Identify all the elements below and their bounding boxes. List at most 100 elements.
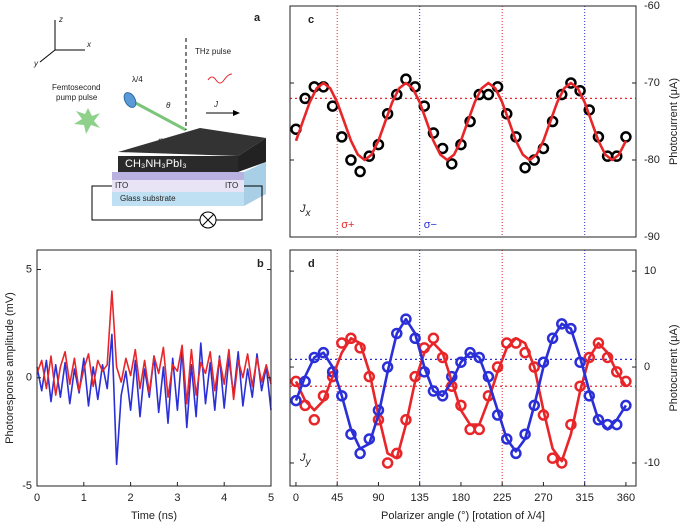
glass-side	[244, 162, 266, 206]
y-tick-label: 0	[26, 372, 32, 384]
data-line	[294, 337, 627, 463]
y-tick-label: -10	[644, 457, 660, 469]
data-point	[354, 165, 366, 178]
x-tick-label: 5	[268, 492, 274, 504]
data-point	[290, 394, 302, 407]
x-tick-label: 2	[128, 492, 134, 504]
y-tick-label: 10	[644, 265, 656, 277]
panel-label: b	[257, 258, 264, 270]
plot-frame	[289, 5, 637, 238]
y-axis-label: Photocurrent (μA)	[668, 324, 680, 411]
component-symbol: J	[299, 452, 306, 464]
y-tick-label: 5	[26, 263, 32, 275]
axes-icon	[39, 20, 85, 63]
data-point	[592, 414, 605, 426]
glass	[112, 192, 244, 206]
x-tick-label: 315	[575, 492, 593, 504]
film-top	[118, 128, 266, 156]
data-point	[391, 88, 403, 101]
data-point	[546, 452, 559, 464]
data-point	[611, 366, 623, 378]
x-tick-label: 0	[34, 492, 40, 504]
pump-label: pump pulse	[56, 93, 98, 102]
data-point	[611, 150, 623, 162]
y-tick-label: 0	[644, 361, 650, 373]
data-point	[620, 399, 632, 412]
data-point	[381, 457, 394, 469]
x-tick-label: 0	[293, 492, 299, 504]
data-point	[400, 313, 412, 325]
thz-wave	[207, 73, 233, 84]
waveplate	[123, 92, 137, 108]
y-tick-label: -5	[22, 480, 32, 492]
y-tick-label: -70	[644, 77, 660, 89]
ito-label: ITO	[225, 181, 238, 190]
ito-label: ITO	[115, 181, 128, 190]
data-point	[464, 346, 476, 359]
data-point	[473, 423, 486, 436]
x-tick-label: 4	[221, 492, 227, 504]
data-point	[427, 385, 440, 397]
y-tick-label: -80	[644, 154, 660, 166]
data-point	[345, 154, 357, 166]
data-point	[565, 322, 577, 335]
arrow-head	[233, 110, 240, 116]
data-line	[294, 317, 627, 453]
x-tick-label: 270	[534, 492, 552, 504]
component-symbol: J	[299, 203, 306, 215]
axis-y: y	[33, 59, 39, 68]
y-tick-label: -60	[644, 0, 660, 12]
electrode-row	[112, 180, 244, 192]
component-label: Jx	[299, 203, 312, 219]
y-tick-label: -90	[644, 231, 660, 243]
data-point	[308, 351, 321, 364]
data-point	[436, 390, 449, 402]
data-point	[556, 88, 568, 101]
x-tick-label: 225	[493, 492, 511, 504]
ito-layer	[112, 172, 244, 180]
polarization-label: σ−	[424, 219, 437, 231]
film-side	[238, 138, 266, 172]
thz-label: THz pulse	[195, 47, 232, 56]
x-tick-label: 180	[452, 492, 470, 504]
data-point	[546, 332, 559, 345]
data-point	[455, 356, 467, 368]
data-line	[294, 81, 628, 162]
data-line	[36, 333, 272, 466]
pump-beam	[129, 98, 187, 132]
panel-label: d	[308, 258, 315, 270]
data-point	[308, 414, 321, 426]
data-point	[427, 332, 440, 345]
component-label: Jy	[299, 452, 312, 468]
x-axis-label: Time (ns)	[131, 510, 177, 522]
data-point	[336, 131, 348, 143]
panel-label: c	[308, 14, 314, 26]
polarization-label: σ+	[341, 219, 354, 231]
substrate-label: Glass substrate	[120, 194, 176, 203]
data-point	[556, 318, 568, 330]
x-tick-label: 3	[174, 492, 180, 504]
x-axis-label: Polarizer angle (°) [rotation of λ/4]	[381, 510, 545, 522]
data-point	[565, 77, 577, 89]
current-label: J	[213, 100, 219, 109]
y-axis-label: Photocurrent (μA)	[668, 78, 680, 165]
x-tick-label: 1	[81, 492, 87, 504]
x-tick-label: 45	[331, 492, 343, 504]
data-line	[36, 290, 272, 405]
data-point	[510, 447, 522, 460]
waveplate-label: λ/4	[132, 75, 143, 84]
meter-cross	[201, 213, 215, 227]
component-subscript: y	[305, 457, 312, 468]
data-point	[354, 447, 366, 460]
component-subscript: x	[305, 208, 312, 219]
data-point	[317, 346, 330, 359]
data-point	[501, 433, 513, 445]
theta-label: θ	[166, 101, 171, 110]
film-front	[118, 156, 238, 172]
schematic: z x y a Femtosecond pump pulse λ/4 THz p…	[33, 12, 266, 229]
circuit	[91, 185, 263, 221]
pump-label: Femtosecond	[52, 83, 100, 92]
data-point	[363, 150, 376, 162]
x-tick-label: 135	[411, 492, 429, 504]
